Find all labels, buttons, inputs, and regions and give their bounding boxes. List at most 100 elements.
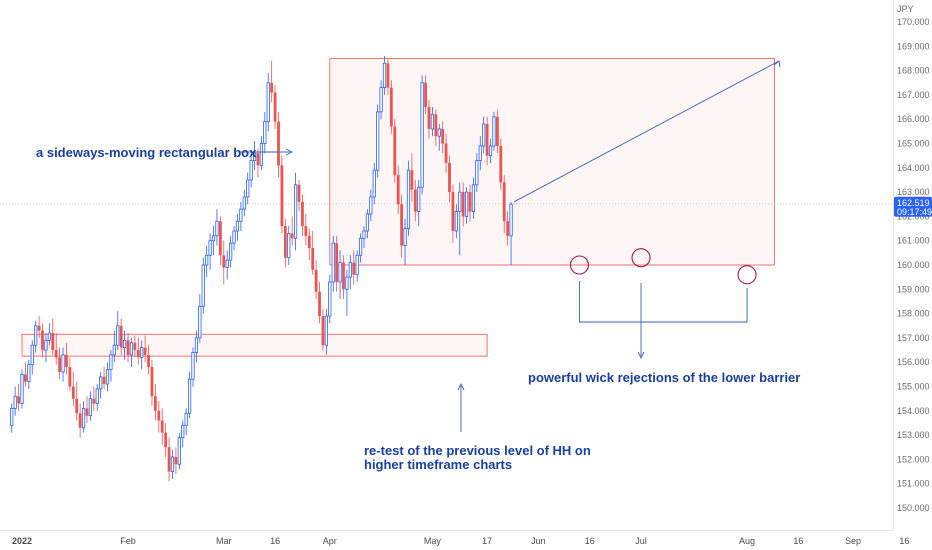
candle-body xyxy=(153,396,157,411)
candle xyxy=(369,189,373,222)
candle xyxy=(318,282,321,324)
candle xyxy=(376,104,380,178)
candle xyxy=(61,347,65,382)
candle-body xyxy=(126,340,130,355)
candle xyxy=(208,233,212,270)
current-price-value: 162.519 xyxy=(897,198,930,208)
candle xyxy=(304,213,308,246)
y-tick-label: 151.000 xyxy=(897,479,930,489)
candle-body xyxy=(208,240,212,256)
candle-body xyxy=(328,281,332,317)
retest-annotation-line2: higher timeframe charts xyxy=(364,457,512,472)
candle xyxy=(372,162,376,205)
candle xyxy=(358,233,363,263)
projection-arrow-line xyxy=(513,60,780,203)
candle-body xyxy=(393,126,397,176)
x-tick-label: 16 xyxy=(899,536,909,546)
candle xyxy=(102,367,106,389)
candle-body xyxy=(95,388,99,404)
candle-body xyxy=(304,226,308,236)
candle xyxy=(119,318,123,355)
rejection-circle xyxy=(569,255,590,275)
candle xyxy=(249,153,253,188)
candle-body xyxy=(485,124,489,156)
candle xyxy=(133,335,137,358)
retest-arrowhead xyxy=(457,382,465,391)
candle-body xyxy=(358,237,363,256)
candle xyxy=(389,80,393,134)
candle xyxy=(475,153,479,193)
candle xyxy=(150,359,154,406)
candle-body xyxy=(321,316,325,346)
candle xyxy=(205,245,209,278)
candle-body xyxy=(235,220,240,232)
candle-body xyxy=(181,424,185,438)
candle xyxy=(242,189,246,217)
candle xyxy=(454,204,458,239)
price-axis[interactable]: JPY 170.000169.000168.000167.000166.0001… xyxy=(893,0,932,530)
candle-body xyxy=(109,354,113,370)
candle-body xyxy=(338,262,342,283)
candle xyxy=(382,56,387,95)
y-tick-label: 166.000 xyxy=(897,114,930,124)
candle-body xyxy=(222,255,226,268)
candle xyxy=(259,136,264,171)
candle xyxy=(218,216,222,265)
candle xyxy=(362,226,366,248)
candle xyxy=(51,318,55,355)
candle xyxy=(78,403,82,438)
box-annotation-text: a sideways-moving rectangular box xyxy=(36,145,257,160)
candle xyxy=(509,201,513,265)
candle xyxy=(448,155,451,202)
candle xyxy=(65,342,68,375)
candle xyxy=(109,350,113,382)
candle-body xyxy=(129,342,134,356)
y-tick-label: 164.000 xyxy=(897,163,930,173)
candle-body xyxy=(420,82,424,188)
box-arrowhead xyxy=(285,148,294,156)
candle xyxy=(44,333,48,363)
candle xyxy=(20,369,24,409)
rejection-annotation-text: powerful wick rejections of the lower ba… xyxy=(528,370,800,385)
candle-body xyxy=(44,339,48,351)
candle-body xyxy=(215,220,219,237)
candle xyxy=(170,449,175,479)
candle-body xyxy=(20,373,24,404)
candle xyxy=(290,216,294,246)
candle xyxy=(225,250,229,280)
candle xyxy=(301,194,304,236)
candle-body xyxy=(30,344,34,366)
candle-body xyxy=(201,264,205,307)
candle-body xyxy=(164,432,168,448)
candle-body xyxy=(448,162,451,193)
candle xyxy=(400,194,404,258)
x-tick-label: Jun xyxy=(531,536,546,546)
candle xyxy=(396,165,400,214)
candle xyxy=(92,386,96,411)
candle xyxy=(345,269,349,317)
x-tick-label: 17 xyxy=(482,536,492,546)
candle xyxy=(348,255,352,290)
candle xyxy=(81,401,86,433)
candle-body xyxy=(396,175,400,205)
candle-body xyxy=(444,143,448,163)
candle-body xyxy=(424,82,427,108)
candle xyxy=(270,60,274,103)
candle xyxy=(147,345,150,375)
candle xyxy=(160,408,164,445)
time-axis[interactable]: 2022 Feb Mar 16 Apr May 17 Jun 16 Jul Aug 16 Sep 16 xyxy=(0,530,909,547)
candle-body xyxy=(379,87,383,113)
candle-body xyxy=(229,242,233,261)
x-tick-label: Apr xyxy=(323,536,337,546)
candle xyxy=(458,182,462,256)
candle xyxy=(328,274,332,324)
candle-body xyxy=(458,191,462,212)
candle xyxy=(222,240,226,285)
candle xyxy=(239,201,243,231)
candle-body xyxy=(51,333,55,351)
y-tick-label: 165.000 xyxy=(897,139,930,149)
candle-body xyxy=(400,204,404,246)
y-tick-label: 152.000 xyxy=(897,454,930,464)
candle-body xyxy=(232,230,236,244)
